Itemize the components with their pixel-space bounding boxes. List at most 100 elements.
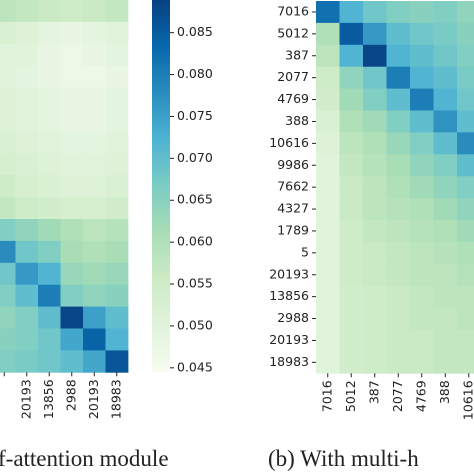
heatmap-cell [316,307,340,330]
heatmap-cell [105,21,129,45]
heatmap-cell [105,197,129,220]
heatmap-cell [60,262,84,286]
heatmap-cell [316,263,340,287]
heatmap-cell [433,154,458,177]
y-tick-label: 20193 [269,266,309,281]
heatmap-cell [457,241,474,265]
heatmap-cell [0,328,16,351]
heatmap-cell [38,109,61,132]
colorbar-tick-label: 0.055 [177,276,213,291]
caption: f-attention module [0,446,169,471]
y-tick-label: 388 [285,113,309,128]
heatmap-cell [316,22,340,46]
heatmap-cell [363,88,387,111]
heatmap-cell [60,21,84,45]
heatmap-cell [60,197,84,220]
heatmap-cell [457,351,474,374]
heatmap-cell [410,351,434,374]
heatmap-cell [339,44,364,68]
heatmap-cell [60,87,84,110]
heatmap-cell [105,262,129,286]
heatmap-cell [15,219,39,242]
heatmap-cell [38,131,61,154]
heatmap-cell [410,263,434,287]
y-tick-label: 18983 [269,354,309,369]
heatmap-cell [83,65,106,88]
heatmap-cell [316,176,340,199]
heatmap-cell [0,175,16,198]
colorbar-tick-label: 0.050 [177,317,213,332]
heatmap-cell [386,44,411,68]
heatmap-cell [105,153,129,176]
heatmap-cell [60,109,84,132]
heatmap-cell [15,65,39,88]
heatmap-cell [83,240,106,264]
heatmap-cell [316,66,340,89]
heatmap-cell [339,88,364,111]
y-tick-label: 10616 [269,135,309,150]
y-tick-label: 7662 [277,179,309,194]
heatmap-cell [410,329,434,352]
heatmap-cell [38,43,61,67]
heatmap-cell [316,132,340,155]
heatmap-cell [0,306,16,329]
heatmap-cell [38,197,61,220]
heatmap-cell [83,350,106,373]
heatmap-cell [386,110,411,133]
heatmap-cell [38,21,61,45]
heatmap-cell [38,65,61,88]
heatmap-cell [339,154,364,177]
heatmap-cell [15,328,39,351]
heatmap-cell [105,87,129,110]
heatmap-cell [0,350,16,373]
heatmap-cell [457,198,474,221]
heatmap-cell [15,284,39,307]
y-tick-label: 2988 [277,310,309,325]
heatmap-cell [15,109,39,132]
heatmap-cell [386,198,411,221]
heatmap-cell [339,220,364,243]
heatmap-cell [105,219,129,242]
heatmap-cell [433,88,458,111]
heatmap-cell [457,329,474,352]
heatmap-cell [83,0,106,23]
heatmap-cell [457,22,474,46]
heatmap-cell [339,132,364,155]
heatmap-cell [38,240,61,264]
heatmap-cell [433,132,458,155]
heatmap-cell [433,307,458,330]
heatmap-cell [457,263,474,287]
y-tick-label: 4769 [277,91,309,106]
heatmap-cell [83,87,106,110]
heatmap-cell [0,197,16,220]
heatmap-cell [60,306,84,329]
heatmap-cell [316,88,340,111]
heatmap-cell [15,262,39,286]
heatmap-cell [363,44,387,68]
heatmap-cell [457,132,474,155]
heatmap-cell [105,43,129,67]
heatmap-cell [363,110,387,133]
x-tick-label: 10616 [460,380,474,420]
heatmap-cell [83,43,106,67]
heatmap-cell [386,88,411,111]
colorbar-tick-label: 0.085 [177,24,213,39]
heatmap-cell [339,176,364,199]
heatmap-cell [386,176,411,199]
heatmap-cell [363,241,387,265]
heatmap-cell [83,197,106,220]
heatmap-cell [316,110,340,133]
heatmap-cell [38,284,61,307]
x-tick-label: 5012 [343,380,358,412]
heatmap-cell [0,153,16,176]
heatmap-cell [386,220,411,243]
heatmap-cell [457,88,474,111]
heatmap-cell [316,198,340,221]
colorbar-tick-label: 0.070 [177,150,213,165]
x-tick-label: 13856 [41,379,56,419]
heatmap-cell [60,219,84,242]
heatmap-cell [386,307,411,330]
heatmap-cell [15,131,39,154]
heatmap-cell [410,176,434,199]
